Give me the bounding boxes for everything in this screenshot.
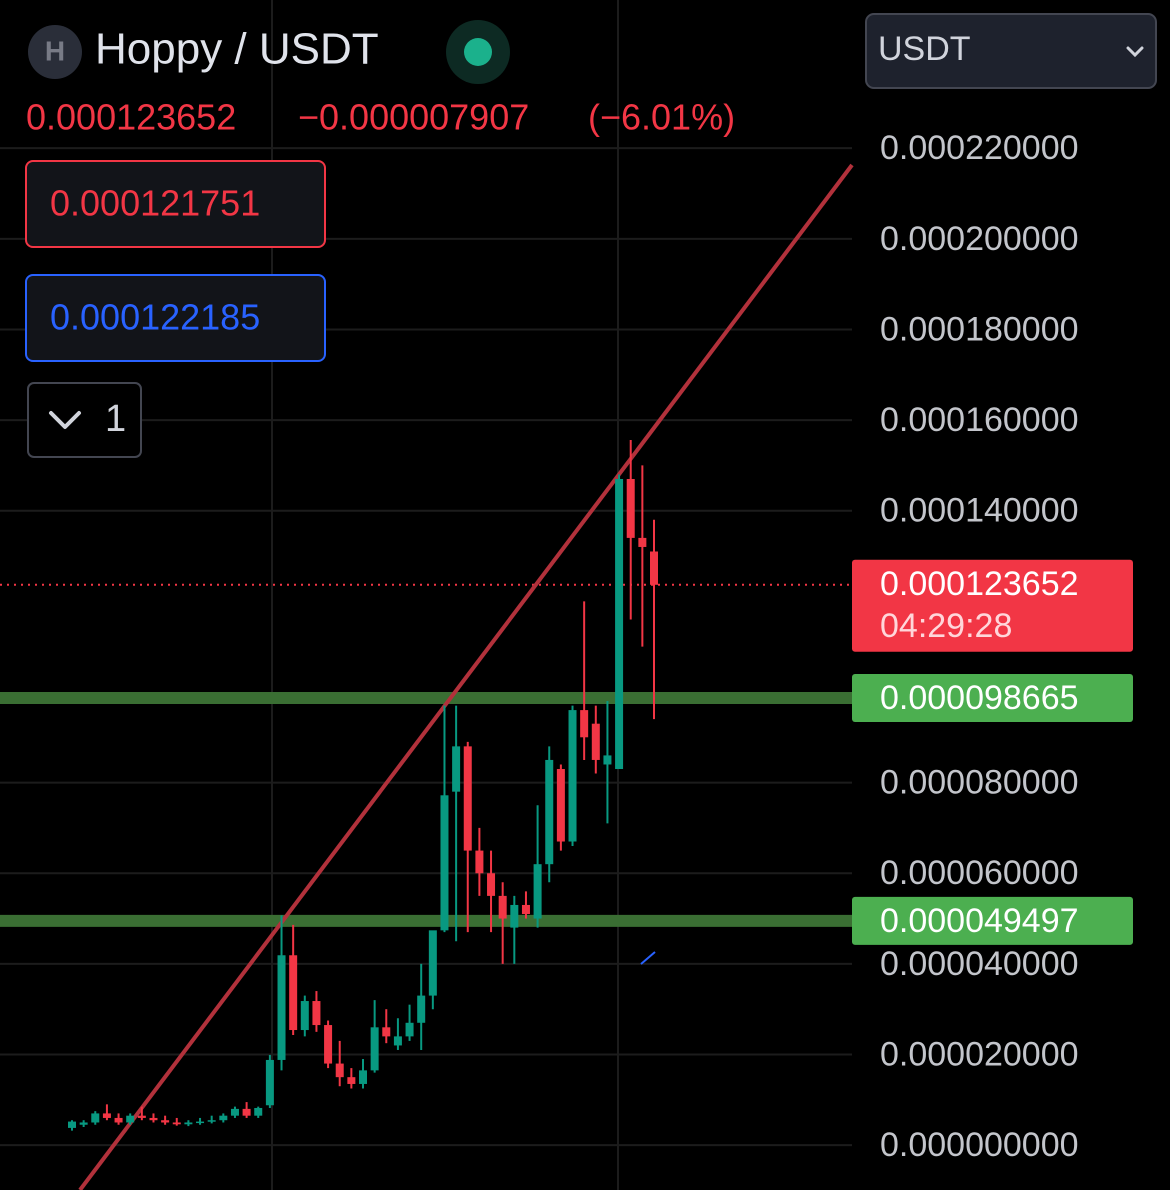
candle-body xyxy=(417,995,426,1023)
candle-body xyxy=(68,1121,76,1128)
y-tick-label: 0.000060000 xyxy=(880,854,1079,892)
candle-body xyxy=(300,1001,309,1031)
y-tick-label: 0.000020000 xyxy=(880,1035,1079,1073)
candle-body xyxy=(521,904,530,915)
y-tick-label: 0.000180000 xyxy=(880,310,1079,348)
candle-body xyxy=(440,795,449,931)
indicators-toggle[interactable]: 1 xyxy=(27,382,142,458)
candle-body xyxy=(615,478,624,770)
candle-body xyxy=(161,1120,170,1123)
candle-body xyxy=(184,1122,193,1125)
candle-body xyxy=(545,759,554,865)
candle-body xyxy=(207,1120,216,1122)
y-tick-label: 0.000200000 xyxy=(880,220,1079,258)
coin-icon xyxy=(28,25,82,79)
drawing-stroke xyxy=(640,951,656,965)
sell-button[interactable]: 0.000121751 xyxy=(25,160,326,248)
select-box[interactable] xyxy=(865,13,1157,89)
indicator-count[interactable]: 1 xyxy=(105,398,126,440)
status-dot xyxy=(464,38,492,66)
candle-body xyxy=(626,478,635,538)
candle-body xyxy=(102,1113,111,1118)
buy-box[interactable] xyxy=(25,274,326,362)
y-tick-label: 0.000080000 xyxy=(880,764,1079,802)
candle-body xyxy=(463,746,472,851)
candle-body xyxy=(405,1022,414,1037)
y-tick-label: 0.000140000 xyxy=(880,492,1079,530)
candle-body xyxy=(289,955,298,1031)
candle-body xyxy=(137,1115,146,1118)
candle-body xyxy=(428,930,437,996)
candle-body xyxy=(556,769,565,842)
candle-body xyxy=(533,864,542,919)
candle-body xyxy=(650,551,658,585)
candle-body xyxy=(393,1036,402,1046)
candle-body xyxy=(603,755,612,765)
candles xyxy=(68,440,658,1131)
candle-body xyxy=(126,1115,135,1123)
select-chevron xyxy=(1126,46,1144,58)
countdown: 04:29:28 xyxy=(880,607,1012,645)
currency-select[interactable]: USDT xyxy=(865,13,1157,89)
candle-body xyxy=(312,1001,321,1026)
level-label: 0.000098665 xyxy=(880,679,1079,717)
toggle-chevron xyxy=(49,411,81,429)
last-price-label: 0.000123652 xyxy=(880,565,1079,603)
candle-body xyxy=(149,1117,158,1121)
select-value[interactable]: USDT xyxy=(878,30,971,68)
candle-body xyxy=(452,746,461,792)
candle-body xyxy=(359,1070,367,1084)
candle-body xyxy=(568,710,577,842)
trend-line xyxy=(78,163,854,1190)
sell-box[interactable] xyxy=(25,160,326,248)
candle-body xyxy=(382,1027,391,1037)
candle-body xyxy=(277,955,286,1060)
last-price: 0.000123652 xyxy=(26,97,236,138)
candle-body xyxy=(475,850,484,874)
candle-body xyxy=(335,1063,344,1078)
candle-body xyxy=(114,1117,123,1123)
candle-body xyxy=(265,1059,274,1106)
candle-body xyxy=(242,1108,251,1116)
symbol-title[interactable]: Hoppy / USDT xyxy=(95,25,379,74)
y-tick-label: 0.000000000 xyxy=(880,1126,1079,1164)
candle-body xyxy=(591,723,600,760)
candle-body xyxy=(638,537,647,547)
last-price-box xyxy=(852,559,1133,652)
candle-body xyxy=(324,1025,333,1064)
candle-body xyxy=(498,895,507,919)
sell-price[interactable]: 0.000121751 xyxy=(50,183,260,224)
candle-body xyxy=(347,1077,356,1084)
level-label: 0.000049497 xyxy=(880,902,1079,940)
buy-price[interactable]: 0.000122185 xyxy=(50,297,260,338)
y-tick-label: 0.000040000 xyxy=(880,945,1079,983)
candle-body xyxy=(172,1122,181,1125)
candle-body xyxy=(91,1113,100,1123)
candle-body xyxy=(254,1107,263,1116)
candle-body xyxy=(370,1027,379,1071)
candle-body xyxy=(219,1115,228,1121)
buy-button[interactable]: 0.000122185 xyxy=(25,274,326,362)
candle-body xyxy=(487,873,496,896)
candle-body xyxy=(79,1122,88,1125)
y-tick-label: 0.000160000 xyxy=(880,401,1079,439)
candle-body xyxy=(230,1108,239,1116)
price-axis: 0.000000000 0.000020000 0.000040000 0.00006… xyxy=(852,129,1133,1164)
levels xyxy=(0,583,852,927)
price-change-percent: (−6.01%) xyxy=(588,97,735,138)
candle-body xyxy=(580,710,589,738)
price-change: −0.000007907 xyxy=(298,97,529,138)
coin-icon-letter: H xyxy=(45,35,65,66)
level-label-box xyxy=(852,674,1133,723)
level-label-box xyxy=(852,896,1133,945)
toggle-box[interactable] xyxy=(27,382,142,458)
y-tick-label: 0.000220000 xyxy=(880,129,1079,167)
candle-body xyxy=(510,904,519,928)
candle-body xyxy=(196,1121,205,1124)
